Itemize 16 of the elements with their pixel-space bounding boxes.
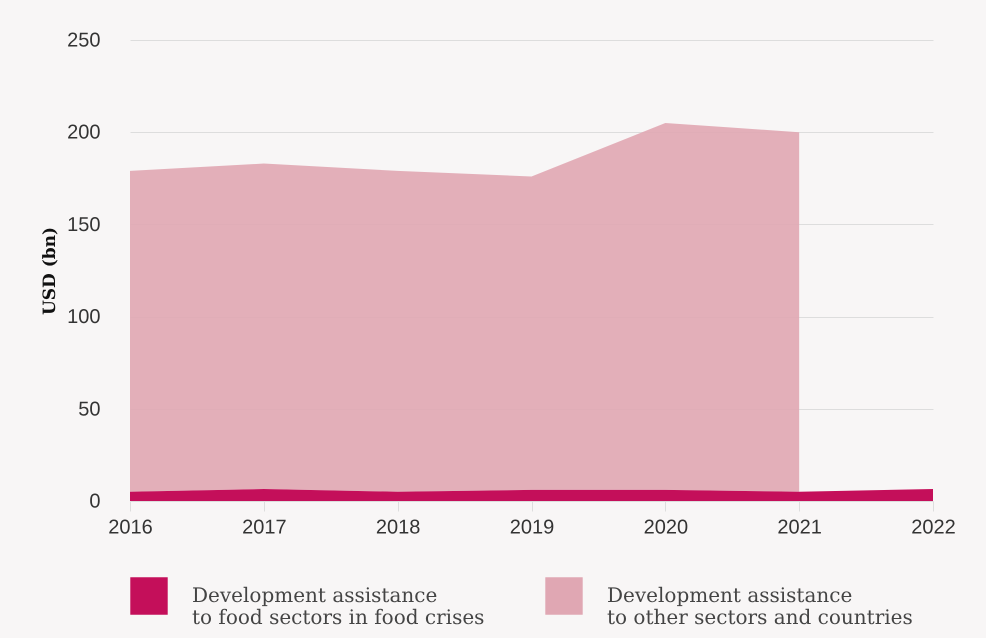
- y-tick-label: 100: [67, 306, 100, 328]
- x-tick-label: 2020: [644, 516, 688, 538]
- y-tick-label: 0: [89, 490, 100, 512]
- y-tick-label: 50: [78, 398, 100, 420]
- legend-label: Development assistance to food sectors in food crises: [192, 583, 484, 629]
- y-tick-label: 150: [67, 214, 100, 236]
- x-tick-label: 2021: [777, 516, 822, 538]
- x-tick-label: 2018: [376, 516, 420, 538]
- x-tick-label: 2019: [510, 516, 554, 538]
- y-tick-label: 200: [67, 122, 100, 144]
- x-tick-label: 2016: [108, 516, 153, 538]
- y-axis-title: USD (bn): [40, 226, 60, 316]
- x-tick-label: 2022: [911, 516, 956, 538]
- y-tick-label: 250: [67, 30, 100, 52]
- legend-label: Development assistance to other sectors and countries: [607, 583, 913, 629]
- x-tick-label: 2017: [242, 516, 287, 538]
